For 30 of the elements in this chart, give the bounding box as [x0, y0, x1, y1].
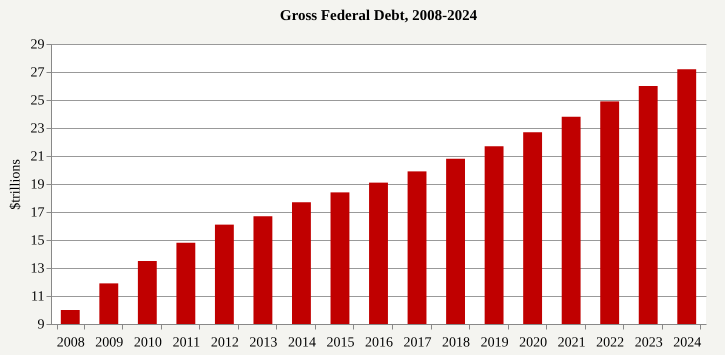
y-tick-label: 25 — [30, 94, 44, 108]
x-tick-label: 2022 — [596, 336, 624, 350]
x-tick-label: 2012 — [210, 336, 239, 350]
y-tick-label: 9 — [38, 318, 44, 332]
y-tick-label: 17 — [30, 206, 44, 220]
x-tick-label: 2021 — [558, 336, 586, 350]
x-tick-label: 2018 — [442, 336, 470, 350]
x-tick-label: 2008 — [56, 336, 85, 350]
y-tick-label: 21 — [30, 150, 44, 164]
chart-title: Gross Federal Debt, 2008-2024 — [280, 8, 478, 24]
x-tick-label: 2009 — [95, 336, 124, 350]
y-tick-label: 19 — [30, 178, 44, 192]
x-tick-label: 2020 — [519, 336, 548, 350]
x-tick-label: 2015 — [326, 336, 354, 350]
y-tick-label: 29 — [30, 38, 44, 52]
y-tick-label: 27 — [30, 66, 44, 80]
x-tick-label: 2019 — [480, 336, 509, 350]
y-tick-label: 23 — [30, 122, 44, 136]
x-tick-label: 2011 — [172, 336, 200, 350]
x-tick-label: 2024 — [673, 336, 702, 350]
x-tick-label: 2013 — [249, 336, 278, 350]
x-tick-label: 2014 — [288, 336, 316, 350]
y-tick-label: 15 — [30, 234, 44, 248]
x-tick-label: 2016 — [365, 336, 393, 350]
y-axis-title: $trillions — [8, 159, 24, 210]
y-tick-label: 13 — [30, 262, 44, 276]
y-tick-label: 11 — [31, 290, 44, 304]
x-tick-label: 2017 — [404, 336, 432, 350]
x-tick-label: 2010 — [134, 336, 162, 350]
x-tick-label: 2023 — [634, 336, 663, 350]
